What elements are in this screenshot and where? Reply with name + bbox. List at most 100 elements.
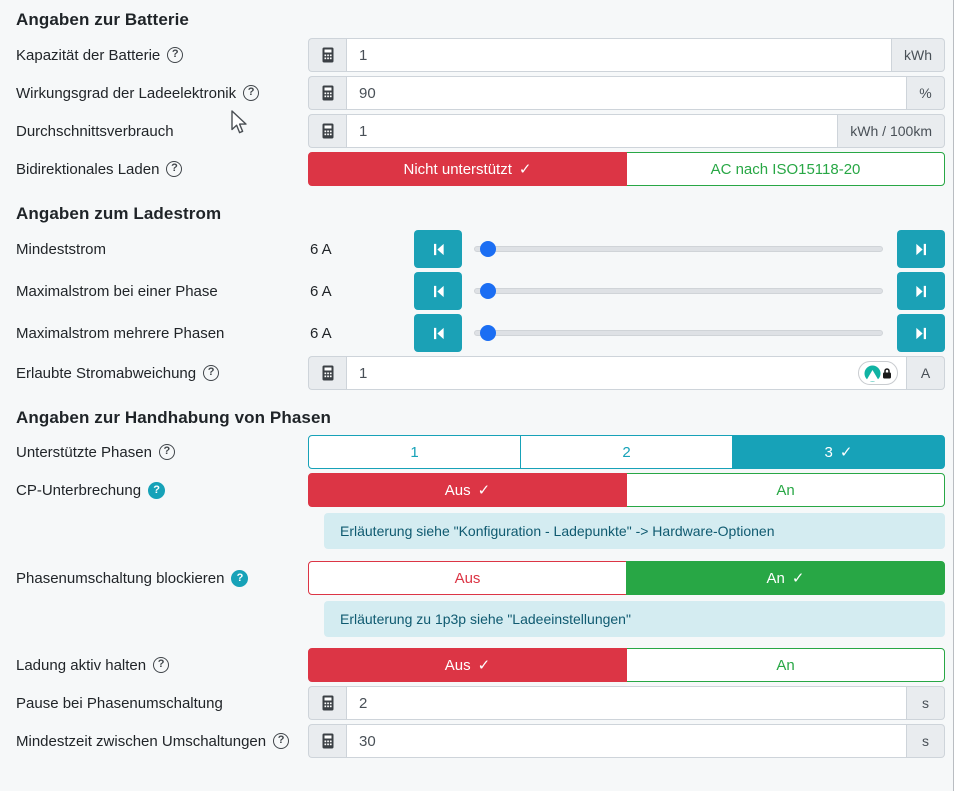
deviation-label: Erlaubte Stromabweichung — [16, 364, 197, 382]
supported-phases-label: Unterstützte Phasen — [16, 443, 152, 461]
skip-start-icon — [433, 327, 444, 339]
keep-active-label: Ladung aktiv halten — [16, 656, 147, 674]
bidirectional-label: Bidirektionales Laden — [16, 160, 160, 178]
skip-end-icon — [915, 285, 926, 297]
block-switch-info-row: Erläuterung zu 1p3p siehe "Ladeeinstellu… — [0, 601, 953, 637]
calculator-icon — [308, 686, 346, 720]
min-time-input[interactable] — [346, 724, 907, 758]
help-icon[interactable]: ? — [273, 733, 290, 749]
bidirectional-off-button[interactable]: Nicht unterstützt ✓ — [308, 152, 627, 186]
consumption-unit: kWh / 100km — [838, 114, 945, 148]
slider-thumb[interactable] — [480, 241, 496, 257]
password-manager-autofill-icon[interactable] — [858, 361, 898, 385]
help-icon[interactable]: ? — [243, 85, 260, 101]
min-current-label: Mindeststrom — [16, 240, 107, 258]
keep-active-on-button[interactable]: An — [626, 648, 945, 682]
help-icon[interactable]: ? — [203, 365, 220, 381]
slider-thumb[interactable] — [480, 325, 496, 341]
min-current-row: Mindeststrom 6 A — [0, 230, 953, 268]
skip-start-icon — [433, 243, 444, 255]
slider-max-button[interactable] — [897, 272, 945, 310]
block-switch-on-button[interactable]: An ✓ — [626, 561, 945, 595]
slider-min-button[interactable] — [414, 314, 462, 352]
lock-icon — [883, 367, 891, 378]
min-time-row: Mindestzeit zwischen Umschaltungen ? s — [0, 724, 953, 758]
max-current-single-row: Maximalstrom bei einer Phase 6 A — [0, 272, 953, 310]
vehicle-settings-form: Angaben zur Batterie Kapazität der Batte… — [0, 10, 953, 758]
efficiency-row: Wirkungsgrad der Ladeelektronik ? % — [0, 76, 953, 110]
phases-2-button[interactable]: 2 — [520, 435, 733, 469]
max-current-multi-label: Maximalstrom mehrere Phasen — [16, 324, 225, 342]
check-icon: ✓ — [477, 482, 491, 499]
check-icon: ✓ — [839, 444, 853, 461]
cp-interruption-info-row: Erläuterung siehe "Konfiguration - Ladep… — [0, 513, 953, 549]
slider-max-button[interactable] — [897, 230, 945, 268]
pause-input[interactable] — [346, 686, 907, 720]
block-switch-row: Phasenumschaltung blockieren ? Aus An ✓ — [0, 561, 953, 595]
efficiency-label: Wirkungsgrad der Ladeelektronik — [16, 84, 237, 102]
cp-interruption-info: Erläuterung siehe "Konfiguration - Ladep… — [324, 513, 945, 549]
battery-section-title: Angaben zur Batterie — [16, 10, 189, 29]
calculator-icon — [308, 76, 346, 110]
cp-interruption-label: CP-Unterbrechung — [16, 481, 142, 499]
efficiency-input[interactable] — [346, 76, 907, 110]
check-icon: ✓ — [518, 161, 532, 178]
slider-thumb[interactable] — [480, 283, 496, 299]
scrollbar[interactable] — [953, 0, 966, 791]
block-switch-off-button[interactable]: Aus — [308, 561, 627, 595]
block-switch-info: Erläuterung zu 1p3p siehe "Ladeeinstellu… — [324, 601, 945, 637]
supported-phases-row: Unterstützte Phasen ? 1 2 3 ✓ — [0, 435, 953, 469]
cp-on-button[interactable]: An — [626, 473, 945, 507]
slider-max-button[interactable] — [897, 314, 945, 352]
calculator-icon — [308, 724, 346, 758]
battery-capacity-unit: kWh — [892, 38, 945, 72]
max-current-multi-row: Maximalstrom mehrere Phasen 6 A — [0, 314, 953, 352]
bidirectional-on-button[interactable]: AC nach ISO15118-20 — [626, 152, 945, 186]
deviation-unit: A — [907, 356, 945, 390]
deviation-input[interactable] — [346, 356, 907, 390]
help-icon[interactable]: ? — [148, 481, 166, 499]
pause-label: Pause bei Phasenumschaltung — [16, 694, 223, 712]
keep-active-row: Ladung aktiv halten ? Aus ✓ An — [0, 648, 953, 682]
calculator-icon — [308, 114, 346, 148]
calculator-icon — [308, 38, 346, 72]
phases-section-title: Angaben zur Handhabung von Phasen — [16, 408, 331, 427]
bidirectional-row: Bidirektionales Laden ? Nicht unterstütz… — [0, 152, 953, 186]
max-current-multi-slider[interactable] — [474, 323, 883, 343]
consumption-row: Durchschnittsverbrauch kWh / 100km — [0, 114, 953, 148]
deviation-row: Erlaubte Stromabweichung ? A — [0, 356, 953, 390]
cp-off-button[interactable]: Aus ✓ — [308, 473, 627, 507]
slider-min-button[interactable] — [414, 230, 462, 268]
help-icon[interactable]: ? — [166, 161, 183, 177]
help-icon[interactable]: ? — [153, 657, 170, 673]
check-icon: ✓ — [791, 570, 805, 587]
battery-capacity-row: Kapazität der Batterie ? kWh — [0, 38, 953, 72]
consumption-label: Durchschnittsverbrauch — [16, 122, 174, 140]
battery-capacity-input[interactable] — [346, 38, 892, 72]
skip-end-icon — [915, 327, 926, 339]
help-icon[interactable]: ? — [158, 444, 175, 460]
max-current-single-label: Maximalstrom bei einer Phase — [16, 282, 218, 300]
skip-start-icon — [433, 285, 444, 297]
phases-1-button[interactable]: 1 — [308, 435, 521, 469]
efficiency-unit: % — [907, 76, 945, 110]
help-icon[interactable]: ? — [231, 569, 249, 587]
skip-end-icon — [915, 243, 926, 255]
charge-current-section-title: Angaben zum Ladestrom — [16, 204, 222, 223]
cp-interruption-row: CP-Unterbrechung ? Aus ✓ An — [0, 473, 953, 507]
check-icon: ✓ — [477, 657, 491, 674]
pause-row: Pause bei Phasenumschaltung s — [0, 686, 953, 720]
pause-unit: s — [907, 686, 945, 720]
keep-active-off-button[interactable]: Aus ✓ — [308, 648, 627, 682]
min-current-value: 6 A — [310, 240, 332, 258]
battery-capacity-label: Kapazität der Batterie — [16, 46, 161, 64]
help-icon[interactable]: ? — [167, 47, 184, 63]
calculator-icon — [308, 356, 346, 390]
consumption-input[interactable] — [346, 114, 839, 148]
max-current-single-slider[interactable] — [474, 281, 883, 301]
min-current-slider[interactable] — [474, 239, 883, 259]
min-time-label: Mindestzeit zwischen Umschaltungen — [16, 732, 267, 750]
phases-3-button[interactable]: 3 ✓ — [732, 435, 945, 469]
slider-min-button[interactable] — [414, 272, 462, 310]
min-time-unit: s — [907, 724, 945, 758]
